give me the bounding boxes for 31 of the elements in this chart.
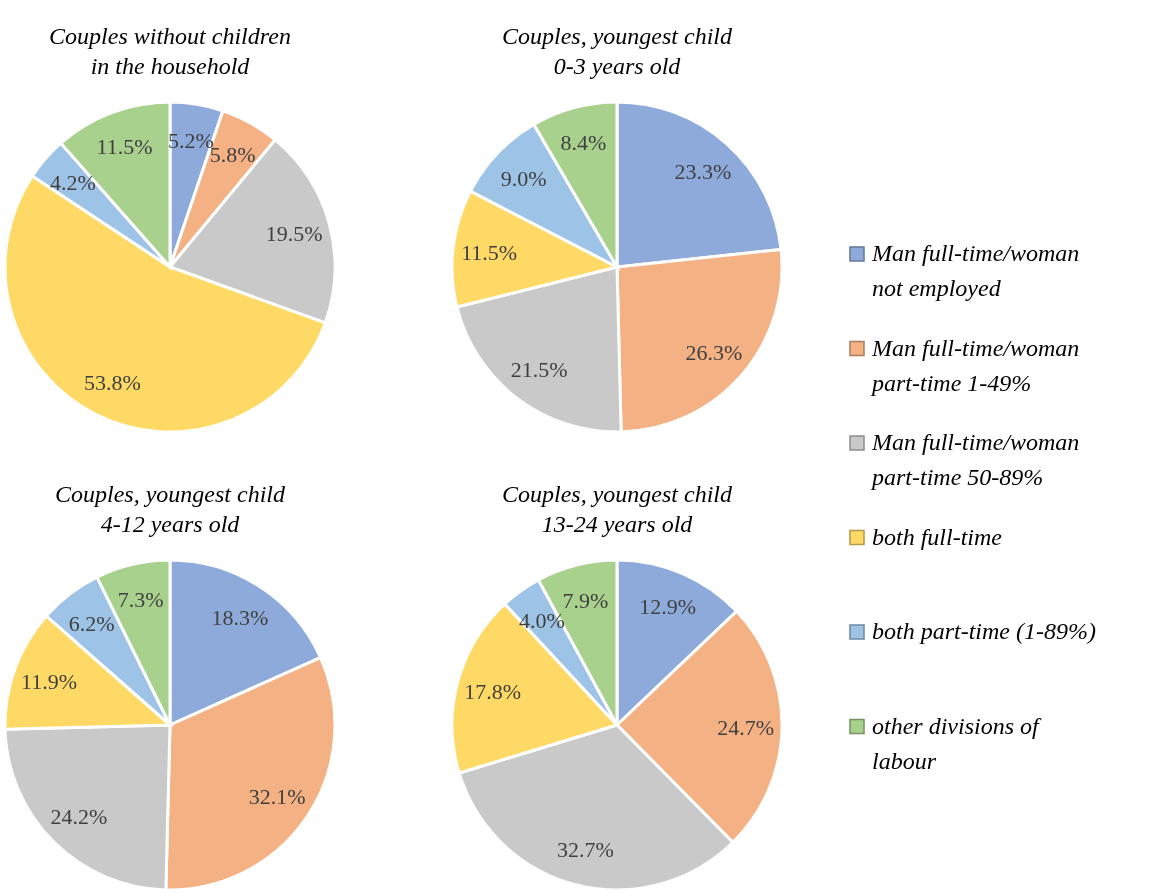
chart-title: Couples, youngest child 4-12 years old [55, 481, 286, 537]
legend-label: Man full-time/woman part-time 50-89% [870, 429, 1080, 490]
data-label: 53.8% [83, 369, 141, 395]
data-label: 11.5% [96, 134, 153, 160]
data-label: 24.7% [717, 714, 775, 740]
legend-label: both full-time [872, 523, 1003, 550]
chart-title: Couples, youngest child 13-24 years old [502, 481, 733, 537]
data-label: 32.7% [556, 837, 614, 863]
data-label: 6.2% [68, 610, 115, 636]
data-label: 21.5% [510, 357, 568, 383]
chart-title: Couples without children in the household [49, 23, 291, 79]
data-label: 7.3% [117, 587, 164, 613]
data-label: 9.0% [500, 166, 547, 192]
data-label: 8.4% [560, 130, 607, 156]
data-label: 19.5% [265, 220, 323, 246]
data-label: 12.9% [639, 594, 697, 620]
data-label: 26.3% [685, 339, 743, 365]
data-label: 11.9% [21, 668, 78, 694]
data-label: 24.2% [50, 803, 108, 829]
data-label: 32.1% [248, 784, 306, 810]
data-label: 23.3% [674, 158, 732, 184]
legend-label: Man full-time/woman not employed [871, 240, 1080, 301]
data-label: 11.5% [461, 239, 518, 265]
data-label: 18.3% [211, 604, 269, 630]
data-label: 17.8% [464, 679, 522, 705]
legend-label: Man full-time/woman part-time 1-49% [870, 334, 1080, 396]
legend-label: both part-time (1-89%) [872, 618, 1096, 644]
legend-label: other divisions of labour [872, 712, 1042, 774]
data-label: 4.2% [50, 170, 96, 196]
chart-title: Couples, youngest child 0-3 years old [502, 23, 733, 79]
data-label: 7.9% [562, 587, 609, 613]
